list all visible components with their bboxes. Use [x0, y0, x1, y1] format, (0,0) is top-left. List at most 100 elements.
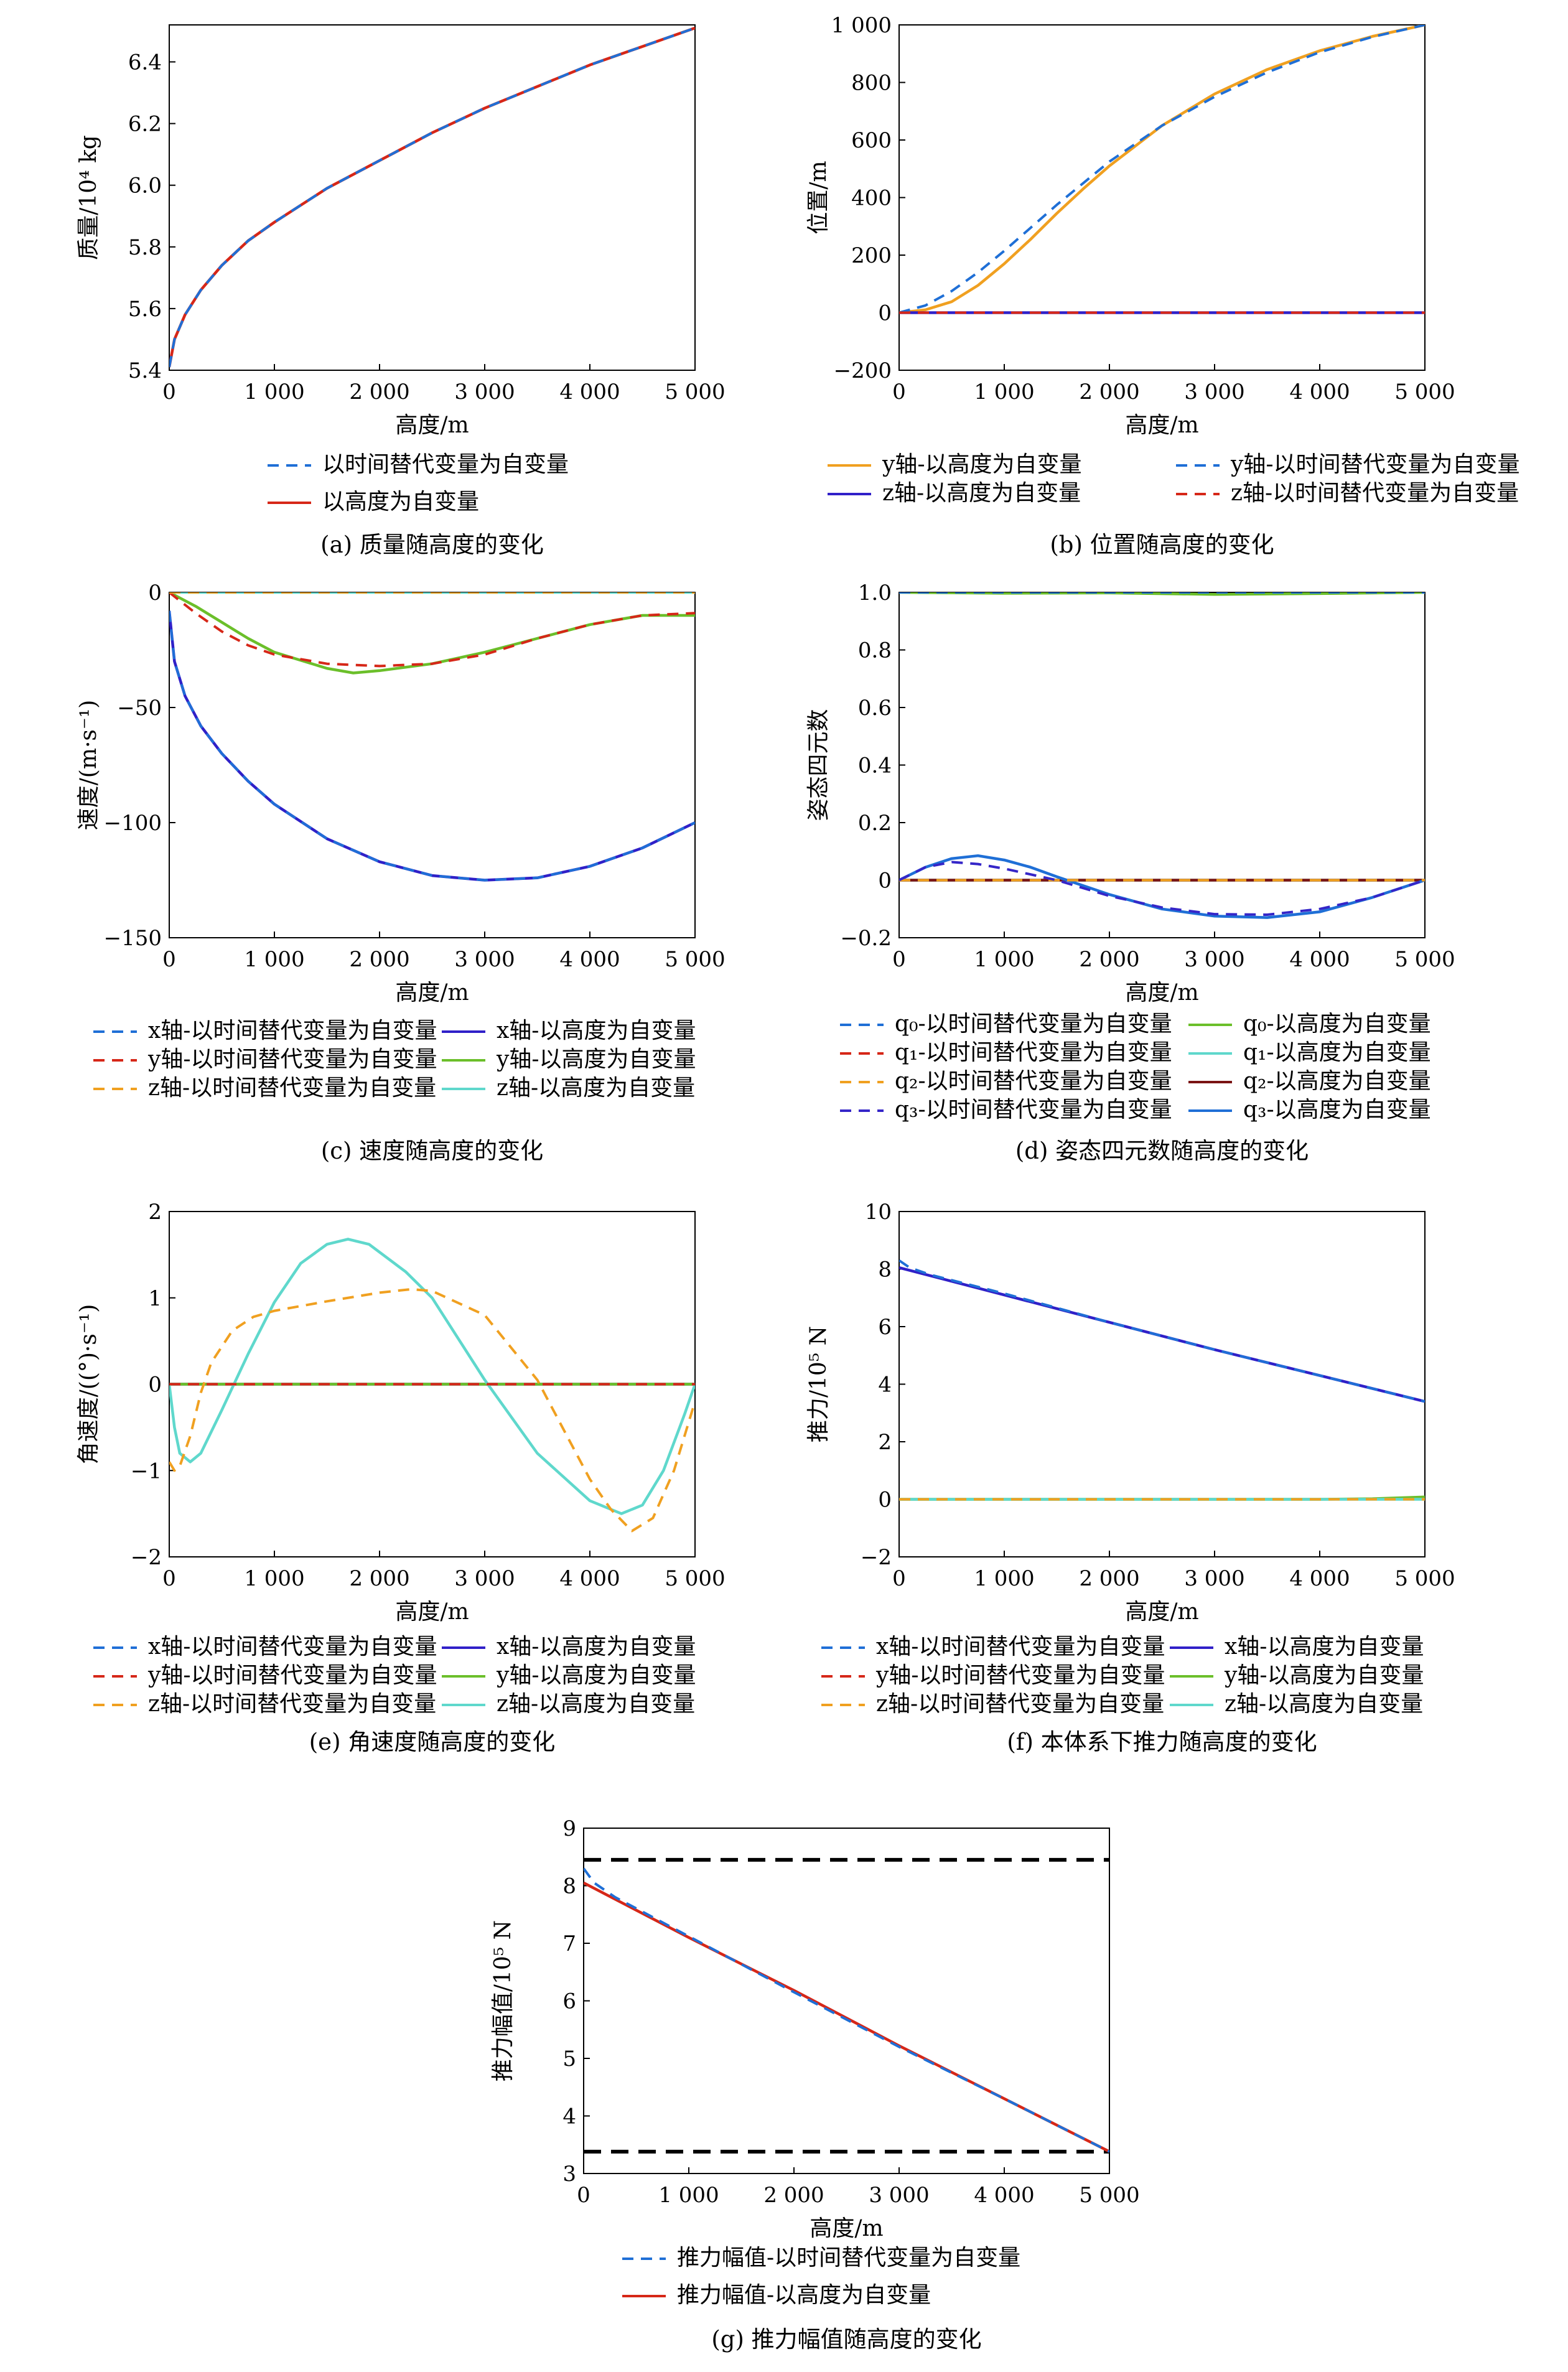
y-tick-label: 5: [562, 2047, 576, 2071]
x-tick-label: 3 000: [1184, 380, 1244, 404]
x-tick-label: 2 000: [1079, 947, 1139, 972]
x-axis-label: 高度/m: [810, 2216, 883, 2241]
y-tick-label: 0.6: [858, 696, 892, 721]
legend-label: z轴-以时间替代变量为自变量: [876, 1691, 1164, 1717]
y-tick-label: 0.4: [858, 754, 892, 778]
y-tick-label: 5.4: [128, 358, 162, 383]
y-axis-label: 质量/10⁴ kg: [76, 135, 101, 260]
legend-label: 推力幅值-以时间替代变量为自变量: [677, 2245, 1020, 2271]
x-tick-label: 3 000: [869, 2183, 929, 2208]
y-tick-label: 1 000: [831, 13, 892, 38]
legend-label: y轴-以时间替代变量为自变量: [147, 1663, 437, 1688]
y-tick-label: 10: [865, 1200, 892, 1225]
x-tick-label: 4 000: [974, 2183, 1034, 2208]
legend-label: q₃-以时间替代变量为自变量: [895, 1097, 1172, 1123]
y-tick-label: 2: [148, 1200, 162, 1225]
y-axis-label: 速度/(m·s⁻¹): [76, 700, 101, 831]
legend-label: x轴-以高度为自变量: [1225, 1634, 1424, 1660]
y-tick-label: −0.2: [840, 926, 892, 951]
x-tick-label: 3 000: [454, 1566, 515, 1591]
x-tick-label: 5 000: [1394, 380, 1455, 404]
series-line-b-0: [899, 25, 1425, 314]
x-tick-label: 0: [162, 947, 176, 972]
legend-label: z轴-以高度为自变量: [882, 480, 1081, 506]
y-tick-label: 8: [878, 1258, 892, 1282]
x-tick-label: 5 000: [665, 947, 725, 972]
y-tick-label: 1: [148, 1286, 162, 1311]
x-tick-label: 1 000: [658, 2183, 719, 2208]
legend-label: q₁-以时间替代变量为自变量: [895, 1040, 1172, 1065]
y-tick-label: 3: [562, 2162, 576, 2187]
series-line-e-4: [169, 1287, 695, 1533]
x-tick-label: 4 000: [1289, 1566, 1350, 1591]
x-tick-label: 0: [892, 947, 906, 972]
legend-label: q₀-以时间替代变量为自变量: [895, 1011, 1172, 1037]
legend-label: y轴-以时间替代变量为自变量: [147, 1047, 437, 1072]
legend-label: x轴-以高度为自变量: [497, 1634, 696, 1660]
x-tick-label: 2 000: [1079, 1566, 1139, 1591]
legend-label: q₁-以高度为自变量: [1243, 1040, 1431, 1065]
x-tick-label: 4 000: [559, 380, 620, 404]
y-axis-label: 位置/m: [806, 161, 831, 234]
y-tick-label: −150: [104, 926, 162, 951]
series-line-c-0: [169, 610, 695, 882]
x-tick-label: 2 000: [349, 947, 409, 972]
legend-label: q₀-以高度为自变量: [1243, 1011, 1431, 1037]
y-tick-label: 0.2: [858, 811, 892, 836]
legend-label: y轴-以高度为自变量: [882, 452, 1082, 477]
figure-caption: (f) 本体系下推力随高度的变化: [1007, 1729, 1317, 1755]
legend-label: z轴-以高度为自变量: [497, 1691, 695, 1717]
x-tick-label: 5 000: [665, 380, 725, 404]
x-tick-label: 1 000: [244, 947, 304, 972]
y-tick-label: 800: [851, 71, 892, 96]
y-tick-label: 1.0: [858, 581, 892, 605]
series-line-a-1: [169, 26, 695, 368]
figure-caption: (e) 角速度随高度的变化: [309, 1729, 556, 1755]
y-axis-label: 角速度/((°)·s⁻¹): [76, 1304, 101, 1465]
y-tick-label: −1: [131, 1459, 162, 1483]
legend-label: y轴-以时间替代变量为自变量: [875, 1663, 1165, 1688]
y-tick-label: 6.4: [128, 50, 162, 75]
x-tick-label: 5 000: [1394, 1566, 1455, 1591]
x-tick-label: 2 000: [763, 2183, 824, 2208]
y-tick-label: 600: [851, 128, 892, 153]
series-line-b-1: [899, 25, 1425, 314]
x-tick-label: 5 000: [1394, 947, 1455, 972]
x-tick-label: 2 000: [1079, 380, 1139, 404]
x-tick-label: 1 000: [244, 380, 304, 404]
x-tick-label: 4 000: [559, 1566, 620, 1591]
x-tick-label: 0: [162, 380, 176, 404]
x-tick-label: 3 000: [1184, 1566, 1244, 1591]
x-tick-label: 0: [892, 1566, 906, 1591]
legend-label: z轴-以高度为自变量: [497, 1075, 695, 1101]
y-tick-label: 6.2: [128, 112, 162, 137]
legend-label: z轴-以时间替代变量为自变量: [148, 1075, 436, 1101]
x-tick-label: 2 000: [349, 380, 409, 404]
legend-label: z轴-以时间替代变量为自变量: [1231, 480, 1519, 506]
series-line-f-0: [899, 1259, 1425, 1403]
legend-label: q₂-以时间替代变量为自变量: [895, 1068, 1172, 1094]
x-tick-label: 5 000: [665, 1566, 725, 1591]
y-axis-label: 推力幅值/10⁵ N: [490, 1920, 516, 2081]
plot-frame: [898, 1211, 1426, 1557]
x-axis-label: 高度/m: [1125, 1599, 1198, 1625]
legend-label: y轴-以时间替代变量为自变量: [1230, 452, 1520, 477]
y-tick-label: 400: [851, 186, 892, 211]
legend-label: x轴-以时间替代变量为自变量: [148, 1634, 437, 1660]
y-tick-label: 200: [851, 243, 892, 268]
y-tick-label: 2: [878, 1430, 892, 1455]
y-tick-label: 8: [562, 1874, 576, 1899]
legend-label: z轴-以高度为自变量: [1225, 1691, 1423, 1717]
series-line-g-1: [584, 1881, 1109, 2153]
x-tick-label: 0: [892, 380, 906, 404]
y-tick-label: −200: [834, 358, 892, 383]
y-tick-label: −2: [131, 1545, 162, 1570]
series-line-a-0: [169, 27, 695, 368]
chart-c: 0 1 000 2 000 3 000 4 000 5 000 −150 −100 −50 0 高度…: [76, 581, 726, 1164]
legend-label: z轴-以时间替代变量为自变量: [148, 1691, 436, 1717]
x-tick-label: 5 000: [1079, 2183, 1139, 2208]
x-tick-label: 2 000: [349, 1566, 409, 1591]
